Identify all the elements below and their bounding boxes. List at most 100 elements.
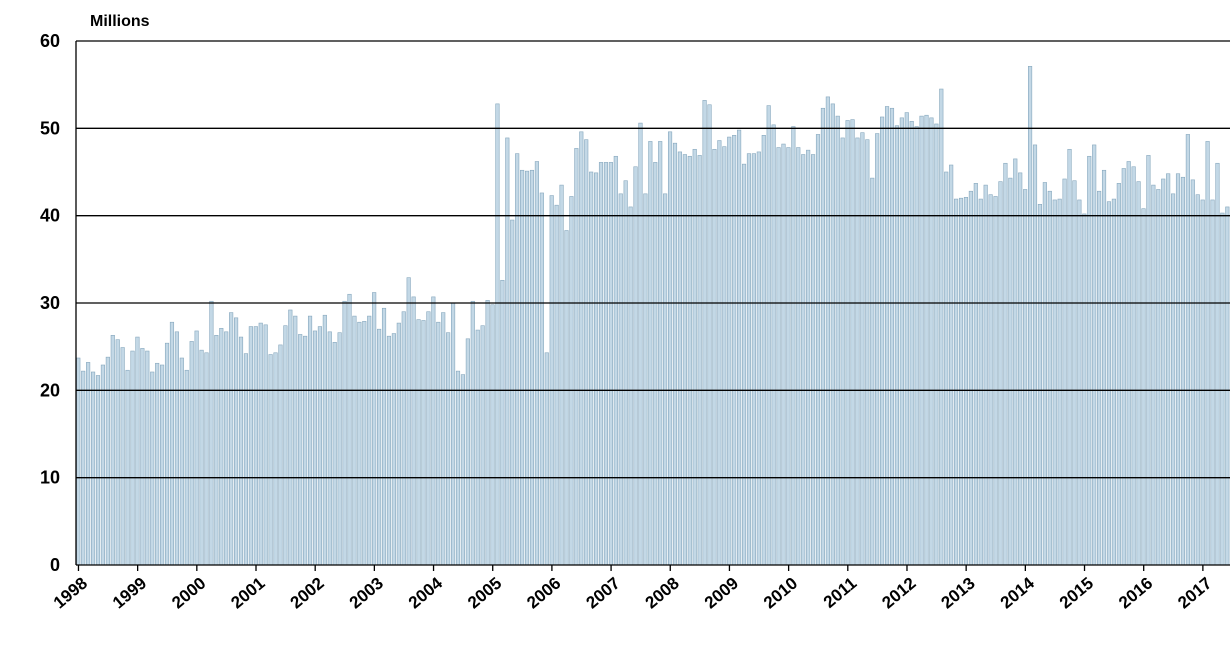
bar bbox=[1013, 158, 1018, 566]
bar bbox=[234, 317, 239, 566]
bar bbox=[1220, 212, 1225, 566]
bar bbox=[1190, 179, 1195, 566]
bar bbox=[194, 330, 199, 566]
bar bbox=[830, 103, 835, 566]
bar bbox=[510, 219, 515, 566]
y-tick-label: 30 bbox=[40, 293, 60, 313]
bar bbox=[475, 329, 480, 566]
bar bbox=[584, 139, 589, 566]
bar bbox=[505, 137, 510, 566]
bar bbox=[988, 194, 993, 566]
bar bbox=[1106, 201, 1112, 566]
bar bbox=[628, 206, 633, 566]
bar bbox=[697, 155, 702, 566]
bar bbox=[623, 180, 628, 566]
bar bbox=[248, 326, 253, 566]
bar bbox=[840, 137, 845, 566]
bar bbox=[189, 341, 194, 566]
bar bbox=[76, 357, 81, 566]
bar bbox=[963, 197, 969, 566]
x-tick-label: 2005 bbox=[464, 574, 505, 613]
bar bbox=[204, 352, 209, 566]
bar bbox=[520, 169, 525, 566]
bar bbox=[386, 335, 392, 566]
bar bbox=[243, 353, 249, 566]
x-tick-label: 2000 bbox=[168, 574, 209, 613]
bar bbox=[140, 348, 145, 566]
bar bbox=[880, 116, 885, 566]
bar bbox=[815, 134, 821, 566]
bar bbox=[288, 309, 293, 566]
bar bbox=[401, 311, 406, 566]
bar bbox=[919, 115, 924, 566]
bar bbox=[899, 117, 904, 566]
x-tick-label: 2002 bbox=[287, 574, 328, 613]
bar bbox=[105, 356, 110, 566]
y-tick-label: 50 bbox=[40, 118, 60, 138]
bar bbox=[603, 162, 609, 566]
bar bbox=[150, 371, 155, 566]
x-tick-label: 2016 bbox=[1115, 574, 1156, 613]
bar bbox=[312, 330, 318, 566]
bar bbox=[1052, 199, 1057, 566]
bar bbox=[608, 162, 613, 566]
x-tick-label: 2003 bbox=[346, 574, 387, 613]
bar bbox=[1077, 199, 1082, 566]
bar bbox=[983, 184, 988, 566]
bar bbox=[954, 198, 959, 566]
bar bbox=[500, 279, 505, 566]
bar bbox=[860, 132, 865, 566]
x-tick-label: 2007 bbox=[582, 574, 623, 613]
bar bbox=[1023, 189, 1028, 566]
bar bbox=[939, 88, 944, 566]
bar bbox=[377, 328, 382, 566]
bar bbox=[490, 304, 495, 566]
x-tick-label: 2014 bbox=[997, 573, 1039, 612]
bar bbox=[771, 124, 776, 566]
bar bbox=[1131, 166, 1136, 566]
bar bbox=[451, 302, 456, 566]
bar bbox=[214, 335, 219, 566]
bar bbox=[164, 342, 170, 566]
bar bbox=[1032, 144, 1038, 566]
bar bbox=[179, 357, 184, 566]
bar bbox=[712, 148, 717, 566]
bar bbox=[855, 137, 860, 566]
y-tick-label: 20 bbox=[40, 380, 60, 400]
bar bbox=[441, 312, 446, 566]
bar bbox=[90, 371, 96, 566]
bar bbox=[86, 362, 91, 566]
x-tick-label: 2008 bbox=[642, 574, 683, 613]
bar bbox=[322, 314, 327, 566]
bar bbox=[485, 300, 490, 566]
x-tick-label: 1998 bbox=[50, 574, 91, 613]
bar bbox=[184, 369, 189, 566]
bar bbox=[174, 331, 179, 566]
x-tick-label: 2001 bbox=[227, 574, 268, 613]
bar bbox=[224, 331, 229, 566]
bar bbox=[850, 119, 855, 566]
bar bbox=[574, 148, 579, 566]
bar bbox=[357, 321, 362, 566]
bar bbox=[1101, 169, 1107, 566]
bar bbox=[924, 114, 929, 566]
bar bbox=[1185, 134, 1190, 566]
bar bbox=[337, 332, 342, 566]
bar bbox=[1047, 190, 1052, 566]
bar bbox=[554, 204, 559, 566]
bar bbox=[1092, 144, 1097, 566]
bar bbox=[914, 126, 919, 566]
bar bbox=[756, 151, 761, 566]
bar bbox=[633, 166, 638, 566]
bar bbox=[253, 326, 258, 566]
bar bbox=[1151, 184, 1156, 566]
bar bbox=[786, 147, 791, 566]
bar bbox=[638, 122, 643, 566]
bar bbox=[238, 336, 244, 566]
bar bbox=[372, 292, 377, 566]
bar bbox=[1171, 193, 1176, 566]
bar bbox=[524, 170, 530, 566]
bar bbox=[909, 121, 914, 566]
bar bbox=[1146, 155, 1151, 566]
bar bbox=[894, 125, 899, 566]
